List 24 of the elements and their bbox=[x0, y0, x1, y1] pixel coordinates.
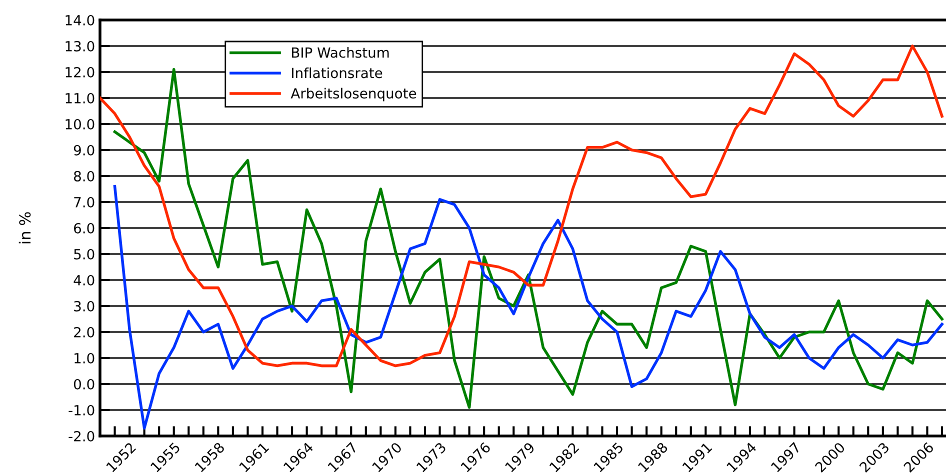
y-tick-label: 3.0 bbox=[74, 300, 94, 312]
y-tick-label: -2.0 bbox=[68, 430, 94, 442]
y-tick-label: 7.0 bbox=[74, 196, 94, 208]
y-tick-label: 0.0 bbox=[74, 378, 94, 390]
y-tick-label: 6.0 bbox=[74, 222, 94, 234]
y-tick-label: 10.0 bbox=[66, 118, 94, 130]
y-tick-label: 9.0 bbox=[74, 144, 94, 156]
legend-label: Inflationsrate bbox=[292, 67, 382, 78]
y-tick-label: 8.0 bbox=[74, 170, 94, 182]
legend-label: Arbeitslosenquote bbox=[290, 88, 416, 102]
line-series bbox=[113, 185, 944, 430]
y-axis-title: in % bbox=[18, 212, 31, 244]
y-tick-label: 5.0 bbox=[74, 248, 94, 260]
y-tick-label: 4.0 bbox=[74, 274, 94, 286]
legend-label: BIP Wachstum bbox=[292, 47, 389, 58]
line-series bbox=[113, 68, 944, 409]
y-tick-label: -1.0 bbox=[68, 404, 94, 416]
y-tick-label: 1.0 bbox=[74, 352, 94, 364]
y-tick-label: 14.0 bbox=[66, 14, 94, 26]
y-tick-label: 11.0 bbox=[66, 92, 94, 104]
y-tick-label: 13.0 bbox=[66, 40, 94, 52]
y-tick-label: 2.0 bbox=[74, 326, 94, 338]
line-series bbox=[100, 44, 944, 368]
y-tick-label: 12.0 bbox=[66, 66, 94, 78]
